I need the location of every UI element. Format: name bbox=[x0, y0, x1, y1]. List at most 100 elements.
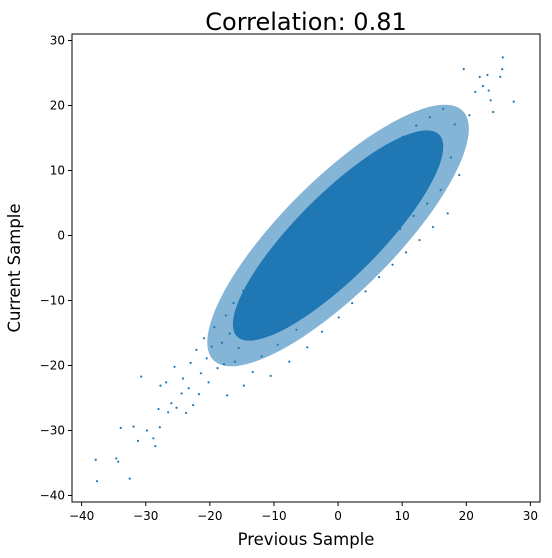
scatter-point bbox=[364, 290, 367, 293]
scatter-point bbox=[361, 170, 365, 173]
scatter-point bbox=[260, 355, 263, 358]
scatter-point bbox=[377, 276, 381, 279]
scatter-point bbox=[401, 135, 404, 138]
scatter-point bbox=[128, 477, 131, 480]
plot-frame bbox=[71, 33, 541, 503]
scatter-point bbox=[492, 110, 495, 114]
scatter-point bbox=[313, 279, 316, 282]
point-cloud-core bbox=[232, 130, 444, 341]
x-axis-label: Previous Sample bbox=[238, 530, 375, 549]
scatter-point bbox=[412, 214, 415, 218]
scatter-point bbox=[501, 68, 504, 71]
scatter-point bbox=[486, 73, 489, 77]
y-tick-label: 30 bbox=[50, 34, 65, 48]
scatter-point bbox=[426, 202, 429, 205]
scatter-point bbox=[181, 377, 185, 380]
scatter-point bbox=[512, 100, 515, 103]
scatter-point bbox=[418, 238, 421, 242]
scatter-point bbox=[324, 204, 327, 207]
scatter-point bbox=[442, 107, 445, 110]
scatter-point bbox=[242, 289, 245, 292]
scatter-point bbox=[310, 216, 313, 220]
x-tick-label: −20 bbox=[197, 509, 222, 523]
scatter-point bbox=[297, 228, 301, 231]
scatter-point bbox=[158, 426, 161, 429]
scatter-point bbox=[434, 169, 437, 172]
scatter-point bbox=[337, 316, 340, 319]
scatter-point bbox=[197, 393, 201, 396]
scatter-point bbox=[170, 402, 173, 405]
scatter-point bbox=[242, 384, 245, 387]
scatter-point bbox=[501, 56, 504, 59]
scatter-point bbox=[468, 114, 471, 117]
scatter-point bbox=[374, 154, 377, 157]
scatter-point bbox=[187, 387, 190, 390]
scatter-point bbox=[268, 330, 271, 333]
scatter-point bbox=[180, 392, 183, 395]
scatter-point bbox=[428, 116, 431, 119]
scatter-point bbox=[175, 406, 178, 409]
scatter-point bbox=[145, 429, 149, 432]
scatter-point bbox=[489, 99, 492, 102]
scatter-point bbox=[326, 268, 329, 271]
scatter-point bbox=[207, 381, 210, 384]
scatter-point bbox=[157, 407, 160, 411]
scatter-point bbox=[345, 277, 348, 281]
scatter-point bbox=[265, 267, 268, 270]
scatter-point bbox=[388, 145, 391, 148]
scatter-point bbox=[165, 381, 168, 384]
scatter-point bbox=[481, 84, 485, 88]
scatter-point bbox=[318, 300, 321, 303]
scatter-point bbox=[226, 394, 229, 397]
y-tick-label: 20 bbox=[50, 99, 65, 113]
scatter-point bbox=[199, 372, 202, 375]
scatter-point bbox=[167, 411, 170, 414]
chart-title: Correlation: 0.81 bbox=[205, 8, 407, 36]
scatter-point bbox=[420, 181, 424, 184]
scatter-point bbox=[282, 280, 285, 283]
scatter-point bbox=[453, 123, 456, 126]
scatter-point bbox=[228, 332, 231, 335]
scatter-point bbox=[487, 89, 490, 92]
scatter-point bbox=[210, 345, 213, 348]
scatter-point bbox=[269, 374, 272, 377]
x-axis-ticks: −40 −30 −20 −10 0 10 20 30 bbox=[69, 502, 538, 523]
scatter-point bbox=[342, 220, 345, 223]
scatter-point bbox=[173, 365, 176, 368]
scatter-point bbox=[474, 90, 477, 93]
scatter-point bbox=[369, 194, 372, 197]
x-tick-label: 0 bbox=[334, 509, 342, 523]
scatter-point bbox=[132, 425, 135, 428]
scatter-point bbox=[295, 328, 298, 331]
scatter-point bbox=[202, 337, 206, 340]
scatter-point bbox=[358, 266, 361, 269]
scatter-point bbox=[154, 445, 157, 448]
scatter-point bbox=[292, 270, 295, 273]
scatter-point bbox=[136, 439, 140, 442]
scatter-point bbox=[152, 437, 155, 440]
scatter-point bbox=[315, 245, 318, 248]
scatter-point bbox=[140, 375, 143, 378]
scatter-point bbox=[391, 263, 394, 266]
scatter-point bbox=[396, 170, 399, 173]
y-axis-ticks: −40 −30 −20 −10 0 10 20 30 bbox=[40, 34, 72, 503]
scatter-point bbox=[205, 357, 208, 360]
scatter-point bbox=[289, 303, 292, 306]
scatter-point bbox=[192, 404, 195, 407]
scatter-point bbox=[340, 255, 343, 259]
x-tick-label: −30 bbox=[133, 509, 158, 523]
scatter-point bbox=[233, 360, 236, 363]
scatter-point bbox=[220, 341, 224, 344]
x-tick-label: 10 bbox=[395, 509, 410, 523]
y-tick-label: −20 bbox=[40, 359, 65, 373]
scatter-point bbox=[159, 384, 162, 387]
scatter-point bbox=[276, 343, 279, 346]
scatter-point bbox=[380, 218, 383, 221]
scatter-point bbox=[95, 480, 99, 483]
scatter-point bbox=[185, 411, 188, 415]
scatter-point bbox=[399, 227, 402, 231]
scatter-point bbox=[272, 292, 275, 295]
scatter-points bbox=[94, 56, 515, 483]
scatter-point bbox=[246, 311, 249, 314]
